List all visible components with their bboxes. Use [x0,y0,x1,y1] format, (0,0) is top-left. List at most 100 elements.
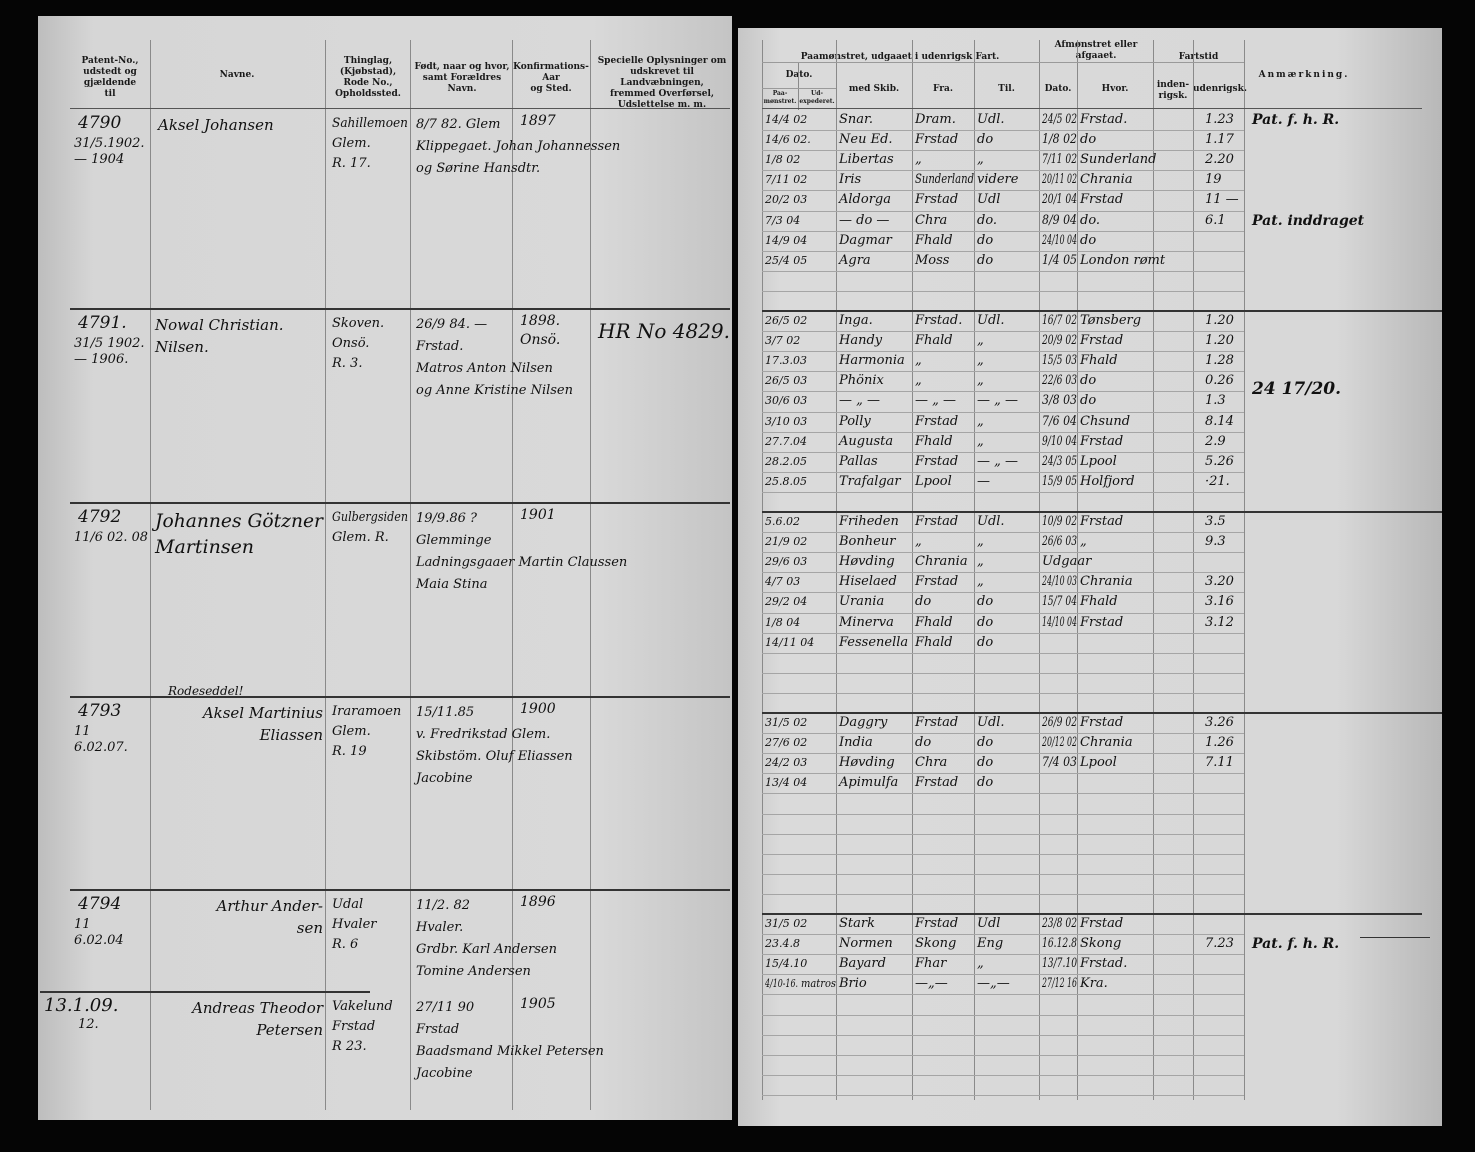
column-rule [1244,40,1245,1100]
ledger-cell: Fhald [915,433,953,449]
birth-and-parents: 19/9.86 ? Glemminge Ladningsgaaer Martin C… [416,508,728,596]
ledger-cell: Frstad [915,715,959,730]
ledger-cell: do [1080,393,1097,409]
ledger-cell: Sunderland [1080,152,1157,168]
ledger-cell: Frstad [1080,715,1124,730]
ledger-cell: 4/7 03 [765,575,801,589]
ledger-cell: Harmonia [839,353,905,369]
ledger-cell: Bonheur [839,534,896,550]
ledger-cell: 31/5 02 [765,917,808,930]
ledger-cell: Handy [839,333,883,349]
patent-number: 4791. [78,313,127,333]
header-rule [762,108,1422,109]
ledger-cell: „ [977,554,984,570]
ledger-row-rule [762,893,1244,895]
ledger-cell: „ [977,956,984,972]
ledger-cell: do [977,755,994,771]
ledger-cell: 22/6 03 [1042,373,1077,389]
remark: Pat. inddraget [1252,212,1365,229]
ledger-cell: Høvding [839,755,895,771]
text-line: Gulbergsiden [332,510,408,525]
text-line: R. 3. [332,356,363,371]
ledger-cell: Frstad [915,413,959,429]
ledger-cell: 26/9 02 [1042,715,1077,730]
person-name: Nowal Christian. Nilsen. [155,314,323,358]
ledger-cell: 3.5 [1205,514,1226,529]
ledger-cell: do [977,232,994,248]
ledger-cell: Fhald [915,333,953,349]
ledger-cell: Agra [839,252,871,268]
ledger-cell: 28.2.05 [765,454,807,468]
ledger-cell: do [977,775,994,791]
ledger-cell: Frstad [1080,916,1124,931]
ledger-cell: 1.20 [1205,333,1234,349]
text-line: R. 17. [332,156,371,171]
ledger-cell: 16.12.8 [1042,936,1077,952]
header-ship: med Skib. [848,84,900,94]
ledger-row-rule [762,331,1244,333]
ledger-cell: matros [801,977,836,991]
text-line: R. 6 [332,937,359,952]
ledger-cell: 14/6 02. [765,133,811,147]
text-line: Frstad. [416,339,464,354]
ledger-cell: Moss [915,252,950,268]
ledger-cell: „ [977,534,984,550]
column-rule [1193,40,1194,1100]
ledger-row-rule [762,572,1244,574]
ledger-cell: Stark [839,916,875,931]
ledger-row-rule [762,934,1244,936]
ledger-cell: Libertas [839,152,894,168]
ledger-cell: Aldorga [839,192,891,208]
ledger-cell: —„— [977,976,1010,992]
ledger-row-rule [762,773,1244,775]
ledger-cell: Udl [977,192,1001,208]
ledger-cell: Urania [839,594,885,610]
ledger-row-rule [762,270,1244,272]
ledger-cell: Skong [915,936,957,952]
column-rule [912,40,913,1100]
ledger-cell: 27/12 16 [1042,976,1077,992]
birth-and-parents: 27/11 90 Frstad Baadsmand Mikkel Petersen J… [416,997,728,1085]
ledger-cell: „ [977,373,984,389]
entry-separator [70,502,730,504]
ledger-row-rule [762,170,1244,172]
ledger-cell: 1.28 [1205,353,1234,369]
column-rule [410,40,411,1110]
ledger-cell: Eng [977,936,1004,952]
text-line: 31/5.1902. [74,136,145,151]
ledger-cell: Frstad [1080,192,1124,208]
ledger-cell: „ [915,152,922,168]
ledger-cell: — [977,473,990,489]
ledger-cell: Chrania [1080,574,1133,590]
ledger-cell: 1.3 [1205,393,1226,409]
ledger-cell: 14/10 04 [1042,614,1077,630]
ledger-row-rule [762,431,1244,433]
ledger-cell: Bayard [839,956,886,972]
ledger-cell: „ [977,574,984,590]
ledger-cell: „ [977,353,984,369]
entry-separator [762,310,1442,312]
text-line: 11 [74,724,91,739]
column-rule [150,40,151,1110]
text-line: 8/7 82. Glem [416,117,501,132]
ledger-cell: 5.6.02 [765,515,800,528]
text-line: Vakelund [332,999,393,1014]
person-name: Johannes Götzner Martinsen [155,508,323,560]
ledger-cell: Frstad [915,916,959,931]
ledger-cell: Apimulfa [839,775,899,791]
text-line: Matros Anton Nilsen [416,361,553,376]
ledger-cell: Udgaar [1042,554,1092,570]
ledger-cell: 24/5 02 [1042,112,1077,127]
ledger-row-rule [762,130,1244,132]
ledger-cell: 1/8 02 [1042,132,1077,148]
ledger-cell: Frstad. [1080,112,1128,127]
ledger-cell: Neu Ed. [839,132,893,148]
ledger-cell: Frstad [915,192,959,208]
ledger-cell: 24/3 05 [1042,453,1077,469]
header-born: Født, naar og hvor, samt Forældres Navn. [414,62,510,94]
ledger-cell: Chrania [1080,735,1133,751]
text-line: Hvaler. [416,920,464,935]
text-line: Aksel Martinius [202,704,323,722]
ledger-cell: „ [915,534,922,550]
header-foreign: udenrigsk. [1193,84,1247,94]
